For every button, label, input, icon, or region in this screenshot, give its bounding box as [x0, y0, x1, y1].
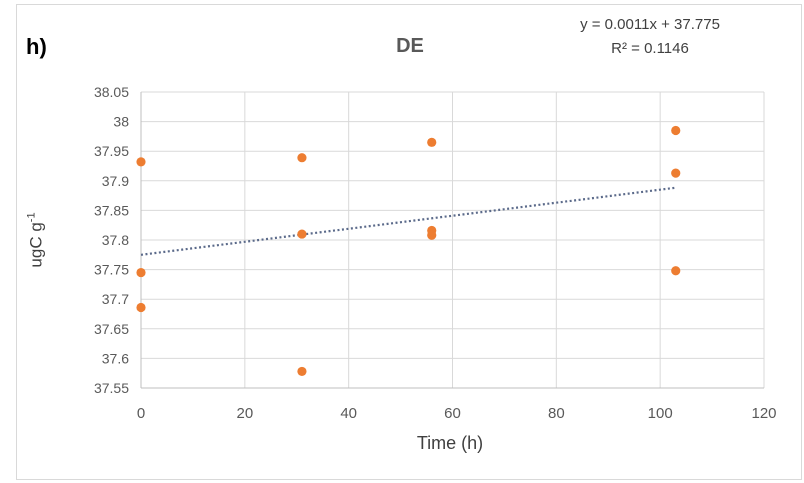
data-point	[136, 302, 146, 313]
y-tick-label: 37.85	[94, 202, 129, 218]
y-tick-label: 37.65	[94, 321, 129, 337]
panel-label: h)	[26, 34, 47, 59]
y-tick-label: 38	[113, 114, 129, 130]
data-point	[671, 266, 681, 276]
linear-trendline	[140, 186, 676, 256]
y-tick-label: 37.7	[102, 291, 129, 307]
x-tick-label: 40	[340, 405, 357, 422]
data-point	[671, 125, 681, 136]
trendline-r2: R² = 0.1146	[611, 40, 689, 57]
data-point	[671, 168, 681, 178]
trendline-equation: y = 0.0011x + 37.775	[580, 16, 720, 33]
x-axis-label: Time (h)	[416, 433, 484, 453]
data-point	[297, 229, 307, 239]
gridlines	[141, 91, 765, 388]
data-point	[427, 137, 437, 147]
x-tick-label: 80	[548, 405, 565, 422]
y-axis-label: ugC g-1	[25, 212, 46, 268]
y-tick-label: 38.05	[94, 84, 129, 100]
data-point	[297, 153, 307, 163]
data-point	[427, 230, 437, 240]
axes	[140, 92, 764, 389]
x-tick-label: 100	[648, 405, 673, 422]
y-tick-label: 37.6	[102, 350, 129, 366]
data-point	[297, 366, 307, 377]
y-tick-label: 37.9	[102, 173, 129, 189]
y-tick-labels: 37.55 37.6 37.65 37.7 37.75 37.8 37.85 37.9 37.9…	[94, 84, 129, 396]
x-tick-label: 20	[236, 405, 253, 422]
x-tick-labels: 0 20 40 60 80 100 120	[137, 405, 777, 422]
x-tick-label: 60	[444, 405, 461, 422]
x-tick-label: 120	[751, 405, 776, 422]
y-tick-label: 37.8	[102, 232, 129, 248]
data-point	[136, 157, 146, 167]
y-tick-label: 37.55	[94, 380, 129, 396]
y-tick-label: 37.95	[94, 143, 129, 159]
trendline	[140, 186, 676, 256]
x-tick-label: 0	[137, 405, 145, 422]
data-points	[136, 125, 681, 377]
data-point	[136, 267, 146, 278]
chart-frame	[16, 4, 802, 480]
chart-title: DE	[396, 35, 424, 57]
y-tick-label: 37.75	[94, 262, 129, 278]
